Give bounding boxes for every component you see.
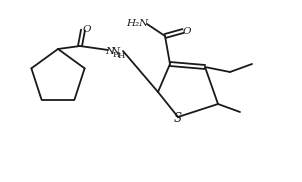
Text: H: H: [117, 52, 125, 60]
Text: H₂N: H₂N: [126, 19, 148, 27]
Text: N: N: [105, 46, 114, 56]
Text: H: H: [112, 51, 120, 59]
Text: S: S: [174, 112, 182, 124]
Text: O: O: [183, 27, 191, 35]
Text: N: N: [111, 46, 120, 56]
Text: O: O: [83, 25, 91, 33]
